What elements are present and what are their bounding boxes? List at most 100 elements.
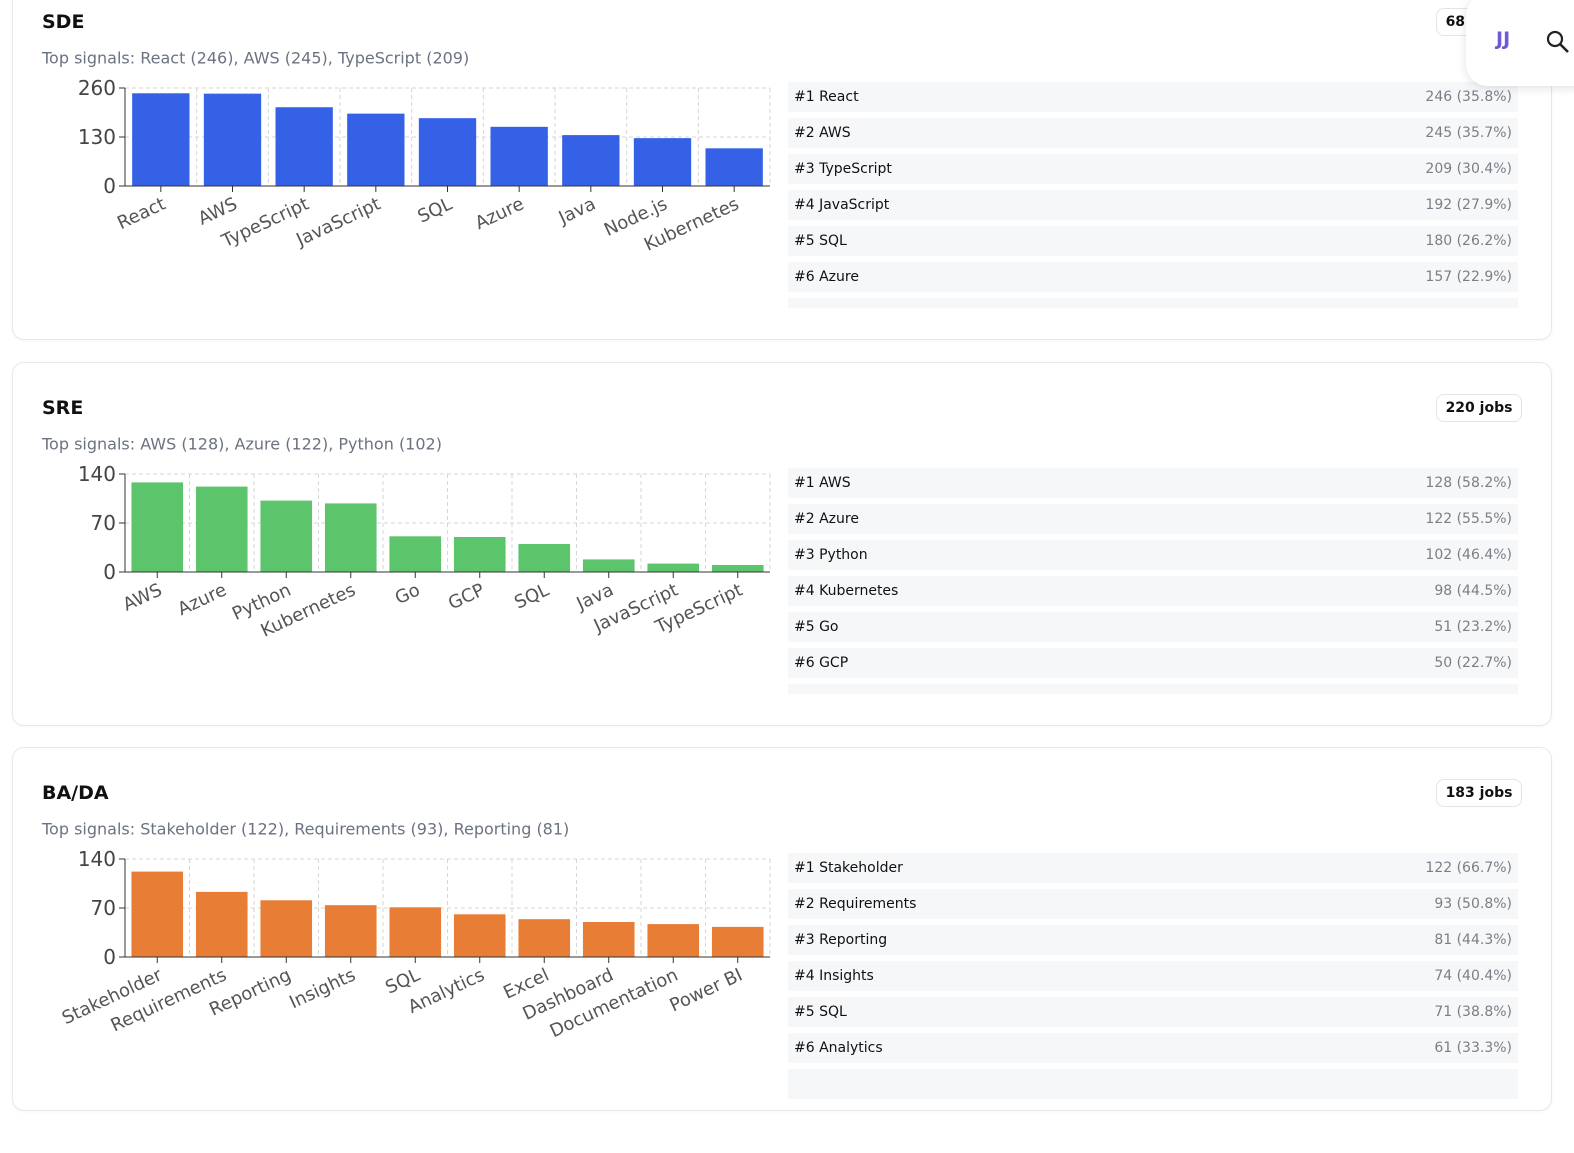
skill-label: #4 JavaScript: [794, 197, 890, 213]
card-subtitle: Top signals: React (246), AWS (245), Typ…: [42, 48, 470, 68]
skill-count: 245 (35.7%): [1425, 125, 1512, 141]
ranking-row: #1 AWS 128 (58.2%): [788, 467, 1518, 498]
card-subtitle: Top signals: AWS (128), Azure (122), Pyt…: [42, 434, 442, 453]
ranking-row-clipped: [788, 1069, 1518, 1099]
y-tick-label: 140: [78, 462, 116, 486]
bar: [518, 919, 571, 957]
user-menu[interactable]: JJ: [1466, 0, 1574, 86]
ranking-row: #2 Requirements 93 (50.8%): [788, 889, 1518, 919]
ranking-row: #3 Reporting 81 (44.3%): [788, 925, 1518, 955]
ranking-row: #4 Kubernetes 98 (44.5%): [788, 575, 1518, 606]
ranking-row: #1 Stakeholder 122 (66.7%): [788, 853, 1518, 883]
skill-label: #2 Requirements: [794, 896, 917, 912]
x-tick-label: Azure: [175, 579, 230, 620]
skill-count: 98 (44.5%): [1434, 582, 1512, 599]
card-title: SDE: [42, 11, 85, 33]
ranking-row: #4 Insights 74 (40.4%): [788, 961, 1518, 991]
bar: [453, 914, 506, 957]
y-tick-label: 260: [78, 76, 116, 100]
x-tick-label: AWS: [195, 193, 241, 229]
ranking-row: #1 React 246 (35.8%): [788, 82, 1518, 112]
bar: [203, 93, 262, 186]
bar: [275, 107, 333, 186]
x-tick-label: Insights: [286, 964, 359, 1013]
skill-count: 180 (26.2%): [1425, 233, 1512, 249]
skill-count: 51 (23.2%): [1434, 618, 1512, 635]
skill-label: #3 TypeScript: [794, 161, 892, 177]
ranking-row: #5 Go 51 (23.2%): [788, 611, 1518, 642]
bar: [633, 138, 692, 186]
ranking-row: #6 Azure 157 (22.9%): [788, 262, 1518, 292]
job-count-badge: 183 jobs: [1436, 779, 1522, 807]
skill-label: #1 Stakeholder: [794, 860, 903, 876]
y-tick-label: 140: [78, 847, 116, 871]
skill-label: #4 Kubernetes: [794, 582, 899, 599]
bar: [131, 481, 184, 572]
card-title: BA/DA: [42, 782, 109, 804]
ranking-row: #3 Python 102 (46.4%): [788, 539, 1518, 570]
skill-label: #6 Azure: [794, 269, 859, 285]
bar: [260, 500, 313, 572]
x-tick-label: Go: [392, 579, 424, 609]
x-tick-label: Java: [555, 193, 599, 229]
bar: [562, 135, 620, 186]
y-tick-label: 130: [78, 125, 116, 149]
x-tick-label: Power BI: [666, 964, 745, 1016]
skill-count: 102 (46.4%): [1425, 546, 1512, 563]
skill-label: #5 SQL: [794, 1004, 847, 1020]
ranking-list: #1 React 246 (35.8%) #2 AWS 245 (35.7%) #3 T…: [788, 82, 1518, 308]
skill-count: 81 (44.3%): [1434, 932, 1512, 948]
bar: [518, 543, 571, 572]
card-title: SRE: [42, 396, 84, 419]
ranking-list: #1 AWS 128 (58.2%) #2 Azure 122 (55.5%) #3 P…: [788, 467, 1518, 694]
y-tick-label: 0: [103, 174, 116, 198]
skill-count: 122 (66.7%): [1425, 860, 1512, 876]
card-subtitle: Top signals: Stakeholder (122), Requirem…: [42, 819, 570, 839]
skill-label: #5 SQL: [794, 233, 847, 249]
bar-chart: 070140StakeholderRequirementsReportingIn…: [59, 847, 771, 1042]
avatar-initials[interactable]: JJ: [1496, 28, 1511, 50]
ranking-row: #3 TypeScript 209 (30.4%): [788, 154, 1518, 184]
x-tick-label: SQL: [414, 193, 455, 227]
ranking-row-clipped: [788, 298, 1518, 308]
bar: [131, 871, 184, 957]
bar: [647, 924, 700, 957]
bar: [711, 926, 764, 957]
bar: [453, 536, 506, 572]
skill-count: 209 (30.4%): [1425, 161, 1512, 177]
bar: [195, 486, 248, 572]
ranking-row: #2 Azure 122 (55.5%): [788, 503, 1518, 534]
skill-count: 50 (22.7%): [1434, 654, 1512, 671]
x-tick-label: SQL: [511, 579, 552, 613]
skill-count: 246 (35.8%): [1425, 89, 1512, 105]
skill-count: 157 (22.9%): [1425, 269, 1512, 285]
x-tick-label: AWS: [120, 579, 166, 615]
bar: [324, 905, 377, 957]
x-tick-label: GCP: [445, 579, 488, 614]
job-count-badge: 220 jobs: [1436, 393, 1522, 422]
x-tick-label: Azure: [472, 193, 527, 234]
ranking-row: #2 AWS 245 (35.7%): [788, 118, 1518, 148]
bar: [582, 558, 635, 572]
ranking-row: #4 JavaScript 192 (27.9%): [788, 190, 1518, 220]
y-tick-label: 70: [91, 511, 116, 535]
bar: [418, 118, 477, 186]
skill-count: 122 (55.5%): [1425, 510, 1512, 527]
bar: [195, 891, 248, 957]
skill-label: #1 AWS: [794, 474, 851, 491]
bar: [705, 148, 763, 186]
ranking-row: #5 SQL 180 (26.2%): [788, 226, 1518, 256]
skill-label: #1 React: [794, 89, 859, 105]
ranking-list: #1 Stakeholder 122 (66.7%) #2 Requirements…: [788, 853, 1518, 1153]
search-icon[interactable]: [1544, 28, 1574, 58]
x-tick-label: React: [114, 193, 169, 233]
ranking-row: #5 SQL 71 (38.8%): [788, 997, 1518, 1027]
ranking-row: #6 GCP 50 (22.7%): [788, 647, 1518, 678]
bar: [324, 502, 377, 572]
bar: [490, 126, 548, 186]
skill-label: #5 Go: [794, 618, 839, 635]
